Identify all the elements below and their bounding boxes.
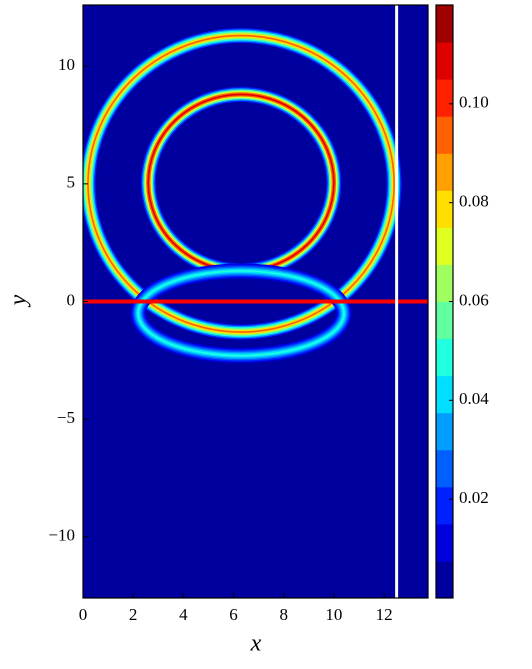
x-tick-label: 8 (279, 605, 288, 624)
x-tick-label: 2 (129, 605, 138, 624)
colorbar-level (436, 116, 453, 154)
x-tick-label: 12 (376, 605, 393, 624)
y-axis-label: y (6, 294, 32, 307)
ring (87, 34, 395, 333)
colorbar-level (436, 338, 453, 377)
colorbar-level (436, 449, 453, 488)
colorbar-level (436, 42, 453, 80)
y-tick-label: −10 (48, 526, 75, 545)
x-tick-label: 6 (229, 605, 238, 624)
colorbar-level (436, 412, 453, 451)
colorbar-tick-label: 0.10 (459, 93, 489, 112)
colorbar-level (436, 5, 453, 43)
colorbar-level (436, 560, 453, 599)
x-tick-label: 10 (325, 605, 342, 624)
y-tick-label: 5 (67, 173, 76, 192)
colorbar-level (436, 227, 453, 265)
ring (137, 270, 345, 357)
colorbar-tick-label: 0.04 (459, 389, 489, 408)
colorbar-level (436, 486, 453, 525)
colorbar-level (436, 79, 453, 117)
y-tick-label: −5 (57, 408, 75, 427)
colorbar-level (436, 301, 453, 340)
x-tick-label: 4 (179, 605, 188, 624)
colorbar-level (436, 523, 453, 562)
y-tick-label: 0 (67, 290, 76, 309)
colorbar-level (436, 375, 453, 414)
y-tick-label: 10 (58, 55, 75, 74)
colorbar-tick-label: 0.02 (459, 488, 489, 507)
x-axis-label: x (250, 631, 262, 657)
colorbar-level (436, 153, 453, 191)
colorbar-tick-label: 0.06 (459, 290, 489, 309)
field (83, 28, 402, 364)
colorbar-level (436, 264, 453, 302)
colorbar-level (436, 190, 453, 228)
x-tick-label: 0 (79, 605, 88, 624)
colorbar-tick-label: 0.08 (459, 192, 489, 211)
